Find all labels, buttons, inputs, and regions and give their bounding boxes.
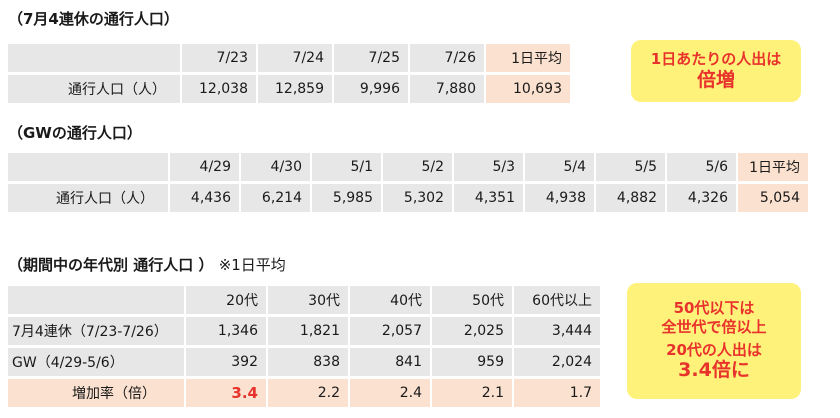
section3-title-text: （期間中の年代別 通行人口 ） [8,256,214,274]
table-header-cell: 7/24 [258,44,332,72]
row-label: 通行人口（人） [8,184,168,212]
table-cell: 2.1 [432,379,512,407]
table-header-cell: 30代 [268,286,348,314]
table-header-cell: 4/29 [170,153,239,181]
table-row: 7月4連休（7/23-7/26） 1,346 1,821 2,057 2,025… [8,317,600,345]
table-cell: 4,938 [525,184,594,212]
age-table: 20代 30代 40代 50代 60代以上 7月4連休（7/23-7/26） 1… [6,283,602,410]
table-header-cell: 5/5 [596,153,665,181]
callout-line: 50代以下は [673,299,755,317]
table-cell: 12,038 [182,75,256,103]
table-cell: 838 [268,348,348,376]
row-label: 通行人口（人） [8,75,180,103]
table-cell: 4,882 [596,184,665,212]
table-cell: 3,444 [514,317,600,345]
section1-title: （7月4連休の通行人口） [8,10,179,28]
table-header-row: 20代 30代 40代 50代 60代以上 [8,286,600,314]
table-cell: 12,859 [258,75,332,103]
table-cell: 9,996 [334,75,408,103]
table-header-cell: 5/3 [454,153,523,181]
table-header-cell: 7/26 [410,44,484,72]
table-row: 通行人口（人） 4,436 6,214 5,985 5,302 4,351 4,… [8,184,808,212]
table-cell-highlight: 3.4 [186,379,266,407]
table-row: GW（4/29-5/6） 392 838 841 959 2,024 [8,348,600,376]
table-header-cell: 5/4 [525,153,594,181]
table-cell: 7,880 [410,75,484,103]
table-cell: 2,024 [514,348,600,376]
table-row: 通行人口（人） 12,038 12,859 9,996 7,880 10,693 [8,75,570,103]
callout-line: 20代の人出は [666,340,762,359]
table-cell: 4,351 [454,184,523,212]
table-cell-average: 5,054 [738,184,808,212]
table-cell: 1,346 [186,317,266,345]
table-cell: 392 [186,348,266,376]
callout-line: 1日あたりの人出は [650,49,782,68]
table-cell: 1.7 [514,379,600,407]
table-cell: 5,302 [383,184,452,212]
table-header-cell-average: 1日平均 [738,153,808,181]
gw-table: 4/29 4/30 5/1 5/2 5/3 5/4 5/5 5/6 1日平均 通… [6,150,810,215]
callout-line: 倍増 [696,68,735,91]
table-cell: 2.4 [350,379,430,407]
table-corner [8,153,168,181]
table-header-cell: 40代 [350,286,430,314]
table-cell: 4,326 [667,184,736,212]
callout-line: 3.4倍に [678,359,750,382]
callout-age-summary: 50代以下は 全世代で倍以上 20代の人出は 3.4倍に [627,283,801,399]
row-label: 7月4連休（7/23-7/26） [8,317,184,345]
table-cell: 959 [432,348,512,376]
table-cell: 2.2 [268,379,348,407]
table-header-cell: 5/1 [312,153,381,181]
row-label: 増加率（倍） [8,379,184,407]
table-corner [8,44,180,72]
callout-line: 全世代で倍以上 [661,317,767,336]
section3-note: ※1日平均 [218,256,286,274]
july-table: 7/23 7/24 7/25 7/26 1日平均 通行人口（人） 12,038 … [6,41,572,106]
table-cell: 2,025 [432,317,512,345]
row-label: GW（4/29-5/6） [8,348,184,376]
section2-title: （GWの通行人口） [8,124,142,142]
table-header-cell: 5/6 [667,153,736,181]
table-header-cell: 7/25 [334,44,408,72]
table-header-cell: 60代以上 [514,286,600,314]
table-cell: 5,985 [312,184,381,212]
table-row-increase: 増加率（倍） 3.4 2.2 2.4 2.1 1.7 [8,379,600,407]
table-header-cell-average: 1日平均 [486,44,570,72]
table-cell: 6,214 [241,184,310,212]
table-header-row: 4/29 4/30 5/1 5/2 5/3 5/4 5/5 5/6 1日平均 [8,153,808,181]
table-header-cell: 4/30 [241,153,310,181]
table-cell: 841 [350,348,430,376]
table-cell: 1,821 [268,317,348,345]
callout-doubling: 1日あたりの人出は 倍増 [631,40,801,102]
table-header-row: 7/23 7/24 7/25 7/26 1日平均 [8,44,570,72]
table-header-cell: 20代 [186,286,266,314]
section3-title: （期間中の年代別 通行人口 ） ※1日平均 [8,254,286,275]
table-cell: 4,436 [170,184,239,212]
table-corner [8,286,184,314]
table-cell: 2,057 [350,317,430,345]
table-cell-average: 10,693 [486,75,570,103]
table-header-cell: 7/23 [182,44,256,72]
table-header-cell: 5/2 [383,153,452,181]
table-header-cell: 50代 [432,286,512,314]
